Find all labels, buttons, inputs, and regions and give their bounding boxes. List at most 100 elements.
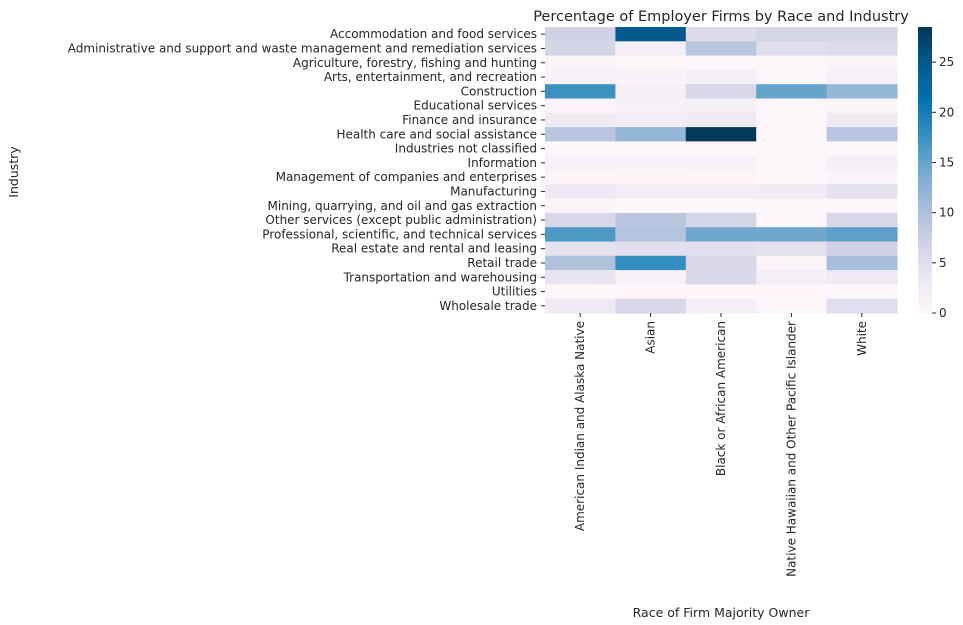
heatmap-cell (545, 170, 616, 185)
colorbar-segment (918, 220, 932, 225)
colorbar-segment (918, 123, 932, 128)
heatmap-cell (685, 255, 757, 271)
colorbar-segment (918, 280, 932, 285)
row-label: Wholesale trade (439, 299, 537, 313)
heatmap-cell (826, 69, 898, 85)
colorbar-segment (918, 284, 932, 289)
heatmap-cell (545, 212, 616, 228)
heatmap-cell (756, 212, 828, 228)
heatmap-cell (756, 241, 828, 257)
heatmap-cell (615, 41, 687, 57)
heatmap-cell (685, 27, 757, 42)
colorbar-segment (918, 287, 932, 293)
heatmap-cell (826, 112, 898, 128)
heatmap-cell (545, 155, 616, 171)
row-label: Administrative and support and waste man… (68, 41, 537, 55)
heatmap-cell (545, 270, 616, 285)
colorbar: 0 5 10 15 20 25 (918, 27, 954, 320)
heatmap-cell (756, 170, 828, 185)
heatmap-cell (615, 270, 687, 285)
colorbar-segment (918, 112, 932, 117)
colorbar-tick-label: 5 (939, 256, 947, 270)
heatmap-cell (826, 184, 898, 200)
heatmap-cell (756, 184, 828, 200)
heatmap-cell (826, 170, 898, 185)
colorbar-tick-label: 0 (939, 306, 947, 320)
colorbar-segment (918, 195, 932, 200)
heatmap-cell (685, 84, 757, 100)
chart-title: Percentage of Employer Firms by Race and… (533, 9, 909, 25)
colorbar-segment (918, 105, 932, 110)
heatmap-cell (756, 127, 828, 142)
heatmap-cell (685, 284, 757, 300)
colorbar-segment (918, 44, 932, 50)
heatmap-cell (615, 227, 687, 243)
colorbar-segment (918, 62, 932, 67)
colorbar-segment (918, 173, 932, 178)
heatmap-cell (756, 69, 828, 85)
y-axis-label: Industry (6, 146, 21, 198)
row-label: Professional, scientific, and technical … (262, 227, 537, 241)
colorbar-segment (918, 262, 932, 268)
colorbar-segment (918, 41, 932, 46)
heatmap-cell (685, 227, 757, 243)
heatmap-cell (545, 198, 616, 214)
colorbar-tick-label: 20 (939, 105, 954, 119)
heatmap-cell (826, 227, 898, 243)
column-label: Native Hawaiian and Other Pacific Island… (784, 321, 798, 577)
colorbar-segment (918, 184, 932, 189)
heatmap-cell (826, 155, 898, 171)
colorbar-segment (918, 116, 932, 121)
heatmap-cell (756, 55, 828, 71)
row-label: Health care and social assistance (336, 127, 537, 141)
heatmap-cell (685, 241, 757, 257)
colorbar-segment (918, 248, 932, 253)
row-label: Manufacturing (450, 184, 537, 198)
colorbar-segment (918, 155, 932, 160)
colorbar-segment (918, 141, 932, 146)
colorbar-segment (918, 98, 932, 103)
colorbar-segment (918, 80, 932, 85)
colorbar-tick-label: 25 (939, 55, 954, 69)
heatmap-cell (756, 27, 828, 42)
heatmap-cell (685, 184, 757, 200)
colorbar-segment (918, 227, 932, 232)
row-label: Construction (461, 84, 537, 98)
heatmap-cell (826, 298, 898, 314)
heatmap-cell (615, 170, 687, 185)
colorbar-segment (918, 130, 932, 135)
heatmap-cell (826, 141, 898, 157)
heatmap-cell (685, 55, 757, 71)
row-labels: Accommodation and food servicesAdministr… (68, 27, 545, 313)
heatmap-cell (826, 212, 898, 228)
colorbar-segment (918, 94, 932, 100)
column-labels: American Indian and Alaska Native Asian Bl… (573, 313, 869, 577)
colorbar-segment (918, 295, 932, 300)
heatmap-cell (756, 98, 828, 114)
heatmap-cell (756, 84, 828, 100)
row-label: Accommodation and food services (330, 27, 537, 41)
colorbar-segment (918, 212, 932, 218)
colorbar-segment (918, 245, 932, 250)
heatmap-cell (615, 212, 687, 228)
heatmap-cell (545, 55, 616, 71)
colorbar-segment (918, 91, 932, 96)
colorbar-segment (918, 187, 932, 193)
heatmap-cell (545, 127, 616, 142)
colorbar-segment (918, 177, 932, 182)
colorbar-segment (918, 159, 932, 164)
heatmap-cell (685, 141, 757, 157)
heatmap-cell (756, 41, 828, 57)
colorbar-tick-label: 10 (939, 206, 954, 220)
heatmap-cell (685, 198, 757, 214)
colorbar-segment (918, 170, 932, 175)
heatmap-cell (615, 98, 687, 114)
colorbar-segment (918, 69, 932, 75)
colorbar-segment (918, 134, 932, 139)
colorbar-segment (918, 273, 932, 278)
heatmap-cell (545, 41, 616, 57)
row-label: Agriculture, forestry, fishing and hunti… (293, 56, 537, 70)
colorbar-segment (918, 30, 932, 35)
heatmap-cell (826, 27, 898, 42)
heatmap-cell (756, 112, 828, 128)
